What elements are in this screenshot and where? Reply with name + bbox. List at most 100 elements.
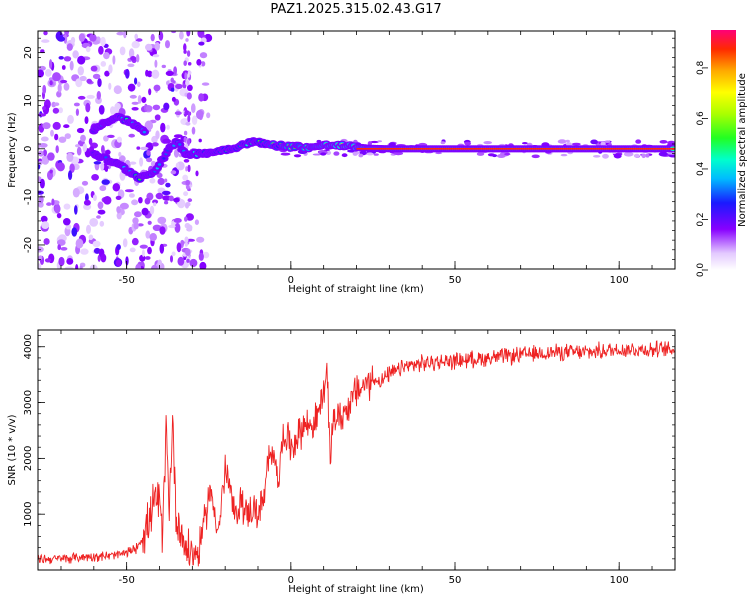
spectrogram-noise-blob — [42, 122, 51, 130]
spectrogram-noise-blob — [57, 239, 66, 246]
spectrogram-noise-blob — [174, 111, 182, 115]
snr-panel: -50 0 50 100 1000 2000 3000 4000 Height of stra… — [7, 329, 676, 595]
snr-xlabel: Height of straight line (km) — [288, 584, 424, 595]
spectrogram-noise-blob — [156, 172, 163, 178]
spectrogram-noise-blob — [38, 113, 47, 117]
spectrogram-noise-blob — [139, 254, 146, 262]
spectrogram-noise-blob — [333, 151, 340, 156]
snr-xtick-label: 0 — [288, 575, 294, 586]
spectrogram-noise-blob — [633, 153, 640, 158]
spectrogram-xlabel: Height of straight line (km) — [288, 284, 424, 295]
colorbar-tick-label: 0.0 — [696, 263, 706, 278]
spectrogram-noise-blob — [64, 31, 69, 36]
spectrogram-noise-blob — [51, 198, 55, 206]
spectrogram-noise-blob — [103, 196, 112, 205]
spectrogram-noise-blob — [101, 179, 110, 185]
spectrogram-ytick-label: 20 — [23, 46, 34, 59]
spectrogram-ridge-mark — [157, 163, 162, 166]
spectrogram-noise-blob — [38, 143, 48, 148]
spectrogram-noise-blob — [52, 72, 61, 82]
snr-xtick-label: 100 — [610, 575, 629, 586]
spectrogram-noise-blob — [57, 83, 62, 93]
spectrogram-noise-blob — [188, 111, 192, 116]
spectrogram-noise-blob — [165, 70, 174, 76]
spectrogram-noise-blob — [139, 244, 148, 249]
spectrogram-noise-blob — [39, 178, 45, 189]
spectrogram-noise-blob — [366, 152, 374, 156]
spectrogram-noise-blob — [125, 256, 129, 266]
snr-series-line — [38, 340, 675, 567]
spectrogram-noise-blob — [80, 134, 86, 142]
spectrogram-noise-blob — [144, 120, 153, 131]
colorbar-tick-label: 0.2 — [696, 212, 706, 226]
spectrogram-noise-blob — [80, 248, 89, 255]
spectrogram-noise-blob — [122, 238, 128, 248]
colorbar-label: Normalized spectral amplitude — [737, 73, 748, 227]
spectrogram-noise-blob — [66, 43, 73, 51]
spectrogram-noise-blob — [135, 38, 143, 42]
spectrogram-noise-blob — [127, 63, 135, 68]
spectrogram-noise-blob — [60, 247, 68, 251]
spectrogram-noise-blob — [134, 77, 138, 85]
spectrogram-noise-blob — [93, 161, 102, 165]
spectrogram-noise-blob — [63, 218, 71, 226]
spectrogram-noise-blob — [70, 36, 76, 44]
spectrogram-noise-blob — [341, 153, 348, 158]
spectrogram-noise-blob — [100, 61, 107, 67]
spectrogram-noise-blob — [84, 116, 89, 124]
spectrogram-noise-blob — [76, 146, 82, 156]
page-title: PAZ1.2025.315.02.43.G17 — [270, 2, 441, 17]
spectrogram-noise-blob — [147, 220, 152, 225]
spectrogram-noise-blob — [98, 105, 105, 115]
spectrogram-noise-blob — [110, 106, 119, 115]
spectrogram-noise-blob — [173, 66, 178, 75]
spectrogram-noise-blob — [168, 224, 176, 229]
spectrogram-noise-blob — [86, 94, 95, 99]
spectrogram-noise-blob — [118, 151, 122, 157]
spectrogram-noise-blob — [170, 255, 173, 263]
spectrogram-noise-blob — [369, 140, 379, 144]
spectrogram-noise-blob — [92, 194, 97, 201]
spectrogram-noise-blob — [63, 34, 68, 44]
colorbar-gradient — [711, 30, 736, 270]
spectrogram-noise-blob — [74, 205, 78, 215]
spectrogram-noise-blob — [352, 151, 358, 156]
spectrogram-noise-blob — [164, 200, 169, 205]
spectrogram-noise-blob — [522, 142, 528, 145]
spectrogram-xtick-label: 100 — [610, 275, 629, 286]
spectrogram-noise-blob — [183, 60, 187, 66]
spectrogram-noise-blob — [127, 83, 136, 92]
spectrogram-noise-blob — [174, 222, 181, 233]
spectrogram-noise-blob — [64, 266, 74, 269]
spectrogram-noise-blob — [173, 218, 182, 223]
spectrogram-noise-blob — [604, 140, 611, 143]
spectrogram-noise-blob — [358, 153, 364, 158]
spectrogram-noise-blob — [151, 264, 158, 269]
spectrogram-noise-blob — [185, 79, 190, 86]
snr-ytick-label: 3000 — [23, 390, 34, 415]
spectrogram-noise-blob — [191, 115, 198, 125]
spectrogram-noise-blob — [79, 265, 83, 269]
spectrogram-noise-blob — [46, 202, 52, 206]
spectrogram-noise-blob — [173, 197, 180, 203]
spectrogram-noise-blob — [89, 33, 97, 42]
spectrogram-noise-blob — [136, 54, 140, 63]
spectrogram-noise-blob — [170, 170, 177, 175]
spectrogram-noise-blob — [130, 56, 137, 61]
spectrogram-noise-blob — [146, 157, 153, 163]
spectrogram-noise-blob — [162, 138, 172, 144]
spectrogram-noise-blob — [316, 139, 322, 144]
spectrogram-noise-blob — [54, 204, 61, 214]
snr-ytick-label: 2000 — [23, 446, 34, 471]
spectrogram-noise-blob — [131, 107, 139, 111]
snr-ytick-label: 4000 — [23, 334, 34, 359]
spectrogram-noise-blob — [159, 243, 165, 254]
spectrogram-noise-blob — [119, 202, 129, 210]
spectrogram-noise-blob — [41, 39, 50, 43]
spectrogram-noise-blob — [58, 256, 65, 267]
spectrogram-noise-blob — [173, 134, 183, 139]
spectrogram-noise-blob — [198, 138, 202, 143]
spectrogram-noise-blob — [185, 185, 190, 190]
spectrogram-noise-blob — [63, 124, 70, 129]
